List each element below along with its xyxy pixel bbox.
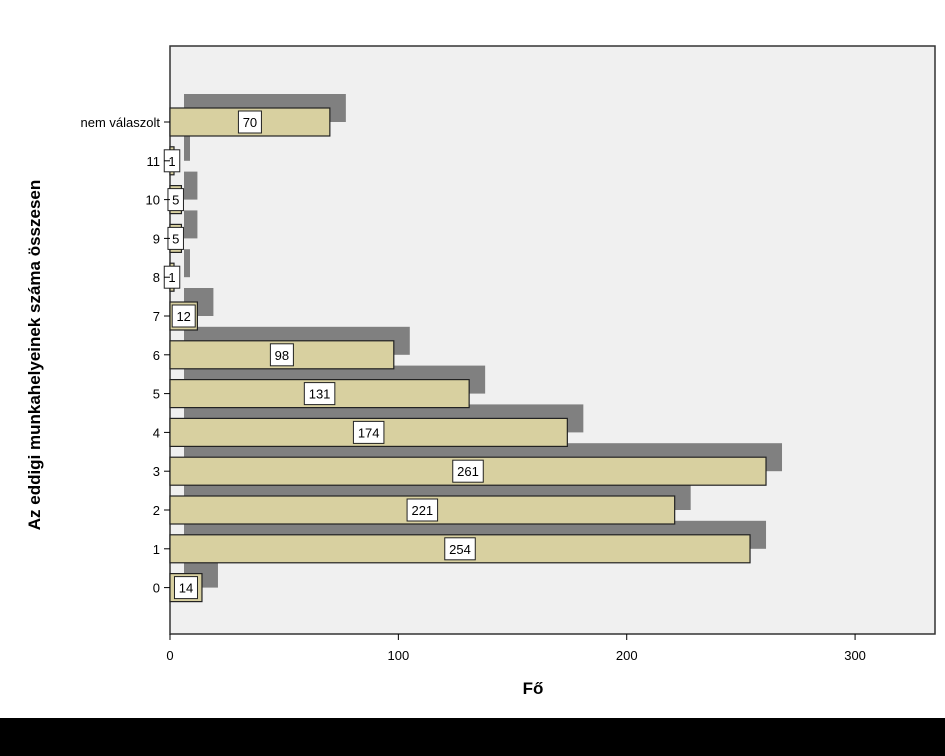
category-label: 3: [153, 464, 160, 479]
bar-shadow: [184, 171, 198, 200]
x-tick-label: 100: [388, 648, 410, 663]
category-label: 11: [147, 154, 161, 169]
category-label: 6: [153, 348, 160, 363]
x-tick-label: 200: [616, 648, 638, 663]
value-label: 70: [243, 115, 257, 130]
value-label: 254: [449, 542, 471, 557]
bar-shadow: [184, 132, 190, 161]
value-label-box: [303, 382, 336, 406]
value-label: 261: [457, 464, 479, 479]
category-label: 5: [153, 387, 160, 402]
value-label: 131: [309, 387, 331, 402]
category-label: 7: [153, 309, 160, 324]
value-label: 14: [179, 581, 193, 596]
value-label: 5: [172, 193, 179, 208]
category-label: 1: [153, 542, 160, 557]
value-labels: 70 1 5 5 1 12 98 131 174 261 221 254 14: [163, 110, 484, 600]
bar-shadow: [184, 210, 198, 239]
category-label: 8: [153, 270, 160, 285]
footer-bar: [0, 718, 945, 756]
value-label: 5: [172, 231, 179, 246]
value-label-box: [452, 459, 484, 483]
value-label-box: [444, 537, 476, 561]
value-label-box: [352, 420, 385, 444]
category-label: 10: [146, 193, 160, 208]
value-label: 174: [358, 425, 380, 440]
value-label: 1: [168, 270, 175, 285]
x-tick-label: 0: [166, 648, 173, 663]
category-label: 2: [153, 503, 160, 518]
x-axis-title: Fő: [523, 679, 544, 698]
x-tick-label: 300: [844, 648, 866, 663]
value-label: 98: [275, 348, 289, 363]
value-label: 12: [176, 309, 190, 324]
bar-shadow: [184, 249, 190, 278]
value-label-box: [406, 498, 439, 522]
value-label: 221: [411, 503, 433, 518]
value-label-box: [171, 304, 196, 328]
value-label-box: [237, 110, 262, 134]
category-label: nem válaszolt: [81, 115, 161, 130]
value-label-box: [173, 576, 198, 600]
y-axis-title: Az eddigi munkahelyeinek száma összesen: [25, 180, 44, 531]
category-label: 9: [153, 231, 160, 246]
value-label-box: [269, 343, 294, 367]
x-axis: 0 100 200 300: [166, 634, 866, 663]
category-label: 0: [153, 581, 160, 596]
value-label: 1: [168, 154, 175, 169]
category-label: 4: [153, 425, 160, 440]
